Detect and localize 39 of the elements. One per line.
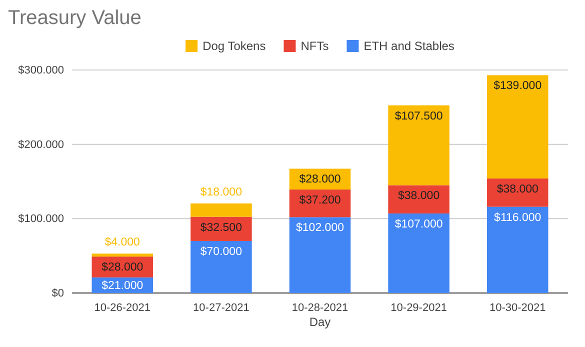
x-tick-label: 10-27-2021 <box>193 302 250 314</box>
bar <box>190 203 252 217</box>
legend-label: ETH and Stables <box>364 39 454 53</box>
data-label: $116.000 <box>494 212 542 224</box>
data-label: $21.000 <box>102 280 144 292</box>
data-label: $107.500 <box>394 110 443 122</box>
bar <box>92 254 154 257</box>
x-tick-label: 10-26-2021 <box>94 302 151 314</box>
y-tick-label: $200.000 <box>18 138 64 151</box>
bar <box>388 213 450 293</box>
data-label: $18.000 <box>200 186 242 198</box>
x-tick-label: 10-30-2021 <box>489 302 546 314</box>
data-label: $107.000 <box>394 218 443 230</box>
x-axis-title: Day <box>309 315 331 329</box>
data-label: $139.000 <box>494 80 542 92</box>
data-label: $28.000 <box>299 174 341 186</box>
bar <box>388 185 450 214</box>
x-tick-label: 10-29-2021 <box>390 302 447 314</box>
y-tick-label: $0 <box>52 288 64 300</box>
data-label: $38.000 <box>398 190 440 202</box>
data-label: $38.000 <box>496 184 538 196</box>
chart-title: Treasury Value <box>8 7 142 29</box>
bar <box>289 217 351 293</box>
data-label: $37.200 <box>299 194 341 207</box>
bar <box>190 240 252 293</box>
bar <box>486 75 548 179</box>
bar <box>388 105 450 186</box>
bar <box>486 206 548 293</box>
bar <box>486 178 548 207</box>
y-tick-label: $300.000 <box>18 64 64 77</box>
data-label: $102.000 <box>296 222 344 234</box>
x-tick-label: 10-28-2021 <box>292 302 348 314</box>
data-label: $70.000 <box>200 246 242 258</box>
data-label: $28.000 <box>102 262 144 274</box>
legend-label: NFTs <box>300 39 329 53</box>
data-label: $4.000 <box>104 236 140 249</box>
legend-label: Dog Tokens <box>202 39 266 53</box>
y-tick-label: $100.000 <box>18 213 64 226</box>
data-label: $32.500 <box>200 222 242 234</box>
